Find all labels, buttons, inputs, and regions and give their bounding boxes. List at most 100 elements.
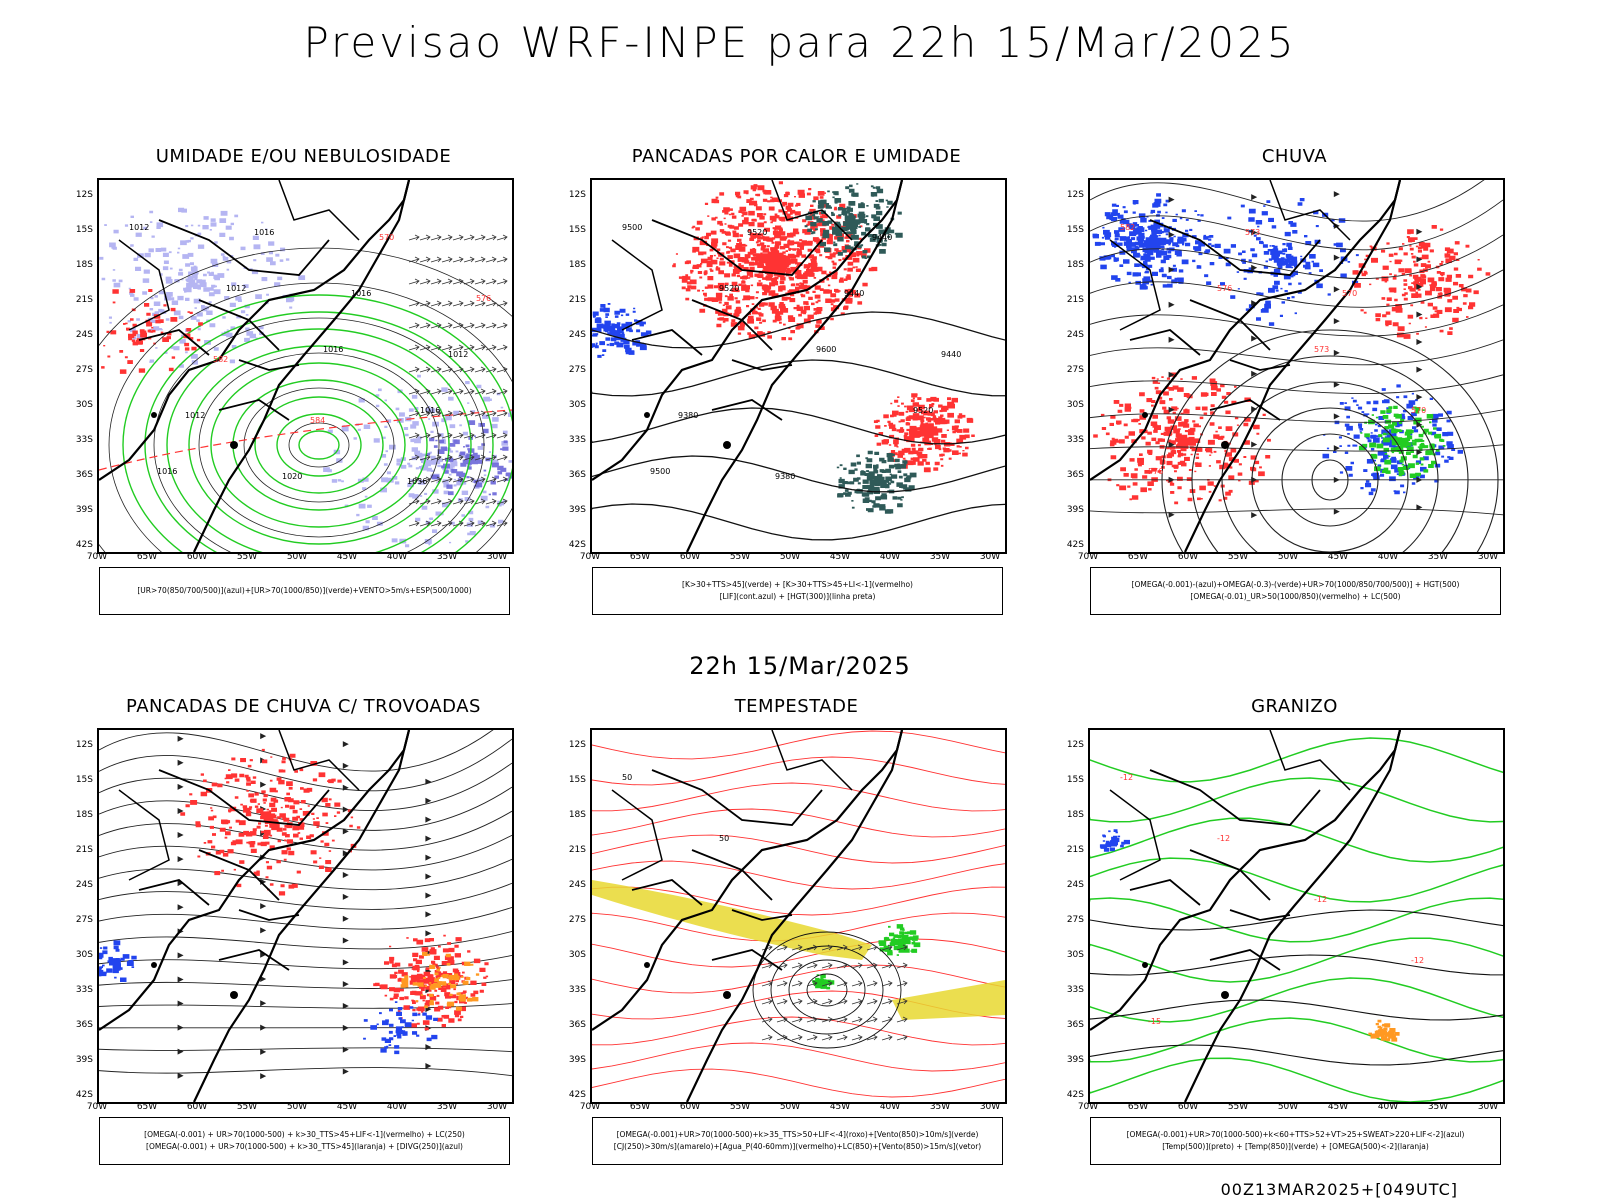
- lat-tick-label: 21S: [1066, 845, 1084, 855]
- lake-marker: [1142, 412, 1148, 418]
- lon-tick-label: 45W: [336, 1102, 358, 1112]
- streamline-arrow: [342, 1046, 349, 1053]
- lat-tick-label: 15S: [75, 775, 93, 785]
- streamline-arrow: [1416, 394, 1423, 401]
- lat-tick-label: 18S: [75, 810, 93, 820]
- state-border: [611, 180, 853, 331]
- lake-marker: [1221, 441, 1229, 449]
- wind-vector: [485, 432, 497, 439]
- wind-vector: [776, 980, 788, 987]
- lat-tick-label: 18S: [568, 810, 586, 820]
- weather-map[interactable]: [97, 728, 514, 1104]
- wind-vector: [851, 1034, 863, 1041]
- lon-tick-label: 50W: [1277, 552, 1299, 562]
- wind-vector: [806, 1016, 818, 1023]
- lon-tick-label: 30W: [1477, 1102, 1499, 1112]
- weather-blob: [400, 952, 480, 1011]
- lon-tick-label: 70W: [1077, 1102, 1099, 1112]
- contour-label: 582: [1120, 223, 1135, 232]
- streamline-arrow: [425, 797, 432, 804]
- wind-vector: [896, 1016, 908, 1023]
- country-border: [138, 769, 330, 971]
- lat-tick-label: 12S: [1066, 740, 1084, 750]
- wind-vector: [441, 454, 453, 461]
- water-contour: [592, 886, 1005, 916]
- temp-500-contour: [1090, 909, 1503, 931]
- panel-title: TEMPESTADE: [734, 696, 859, 717]
- lat-tick-label: 33S: [1066, 985, 1084, 995]
- isobar: [108, 282, 512, 552]
- lat-tick-label: 30S: [568, 400, 586, 410]
- lat-tick-label: 27S: [568, 365, 586, 375]
- wind-vector: [441, 322, 453, 329]
- contour-line: [298, 430, 340, 460]
- weather-map[interactable]: 50 50: [590, 728, 1007, 1104]
- wind-vector: [485, 498, 497, 505]
- lat-tick-label: 24S: [1066, 330, 1084, 340]
- panel-title: GRANIZO: [1251, 696, 1338, 717]
- streamline-arrow: [342, 1024, 349, 1031]
- streamline-arrow: [1333, 254, 1340, 261]
- wind-vector: [463, 366, 475, 373]
- streamline-arrow: [342, 981, 349, 988]
- wind-vector: [463, 322, 475, 329]
- wind-vector: [851, 998, 863, 1005]
- lat-tick-label: 21S: [568, 295, 586, 305]
- wind-vector: [761, 1016, 773, 1023]
- contour-label: -12: [1411, 956, 1424, 965]
- streamline: [99, 786, 512, 831]
- wind-vector: [866, 998, 878, 1005]
- weather-blob: [99, 207, 306, 368]
- map-canvas: 1012 1012 1016 1016 1016 1016 1016 1012 1012 1020…: [99, 180, 512, 552]
- wind-vector: [496, 388, 508, 395]
- weather-map[interactable]: 1012 1012 1016 1016 1016 1016 1016 1012 1012 1020…: [97, 178, 514, 554]
- streamline-arrow: [177, 976, 184, 983]
- wind-vector: [441, 300, 453, 307]
- lon-tick-label: 65W: [1127, 552, 1149, 562]
- state-border: [611, 730, 853, 881]
- wind-vector: [441, 520, 453, 527]
- lon-tick-label: 50W: [286, 1102, 308, 1112]
- wind-vector: [430, 256, 442, 263]
- wind-vector: [463, 388, 475, 395]
- streamline-arrow: [260, 733, 267, 740]
- lon-tick-label: 70W: [86, 1102, 108, 1112]
- wind-vector: [881, 980, 893, 987]
- lon-tick-label: 65W: [1127, 1102, 1149, 1112]
- weather-map[interactable]: 582 576 573 570 576 573 570: [1088, 178, 1505, 554]
- weather-map[interactable]: 9500 9520 9600 9520 9500 9520 9440 9440 9380 9380…: [590, 178, 1007, 554]
- wind-vector: [452, 432, 464, 439]
- streamline-arrow: [342, 784, 349, 791]
- streamline-arrow: [1251, 194, 1258, 201]
- wind-vector: [881, 962, 893, 969]
- lat-tick-label: 21S: [75, 295, 93, 305]
- weather-blob: [1093, 372, 1271, 505]
- streamline-arrow: [342, 828, 349, 835]
- coastline: [99, 180, 411, 481]
- coastline: [1090, 730, 1402, 1031]
- weather-map[interactable]: -12 -12 -12 -12 -15: [1088, 728, 1505, 1104]
- wind-vector: [408, 498, 420, 505]
- contour-label: 9520: [747, 228, 767, 237]
- streamline-arrow: [1333, 286, 1340, 293]
- streamline-arrow: [1168, 441, 1175, 448]
- contour-label: 9380: [775, 472, 795, 481]
- weather-blob: [1358, 405, 1446, 478]
- streamline-arrow: [177, 1048, 184, 1055]
- wind-vector: [496, 454, 508, 461]
- lat-tick-label: 36S: [568, 1020, 586, 1030]
- streamline-arrow: [177, 1000, 184, 1007]
- lat-tick-label: 36S: [568, 470, 586, 480]
- wind-vector: [419, 388, 431, 395]
- streamline-arrow: [1333, 413, 1340, 420]
- wind-vector: [452, 234, 464, 241]
- wind-vector: [463, 476, 475, 483]
- weather-blob: [812, 974, 835, 990]
- isobar: [288, 422, 350, 468]
- water-contour: [592, 1016, 1005, 1046]
- height-contour: [592, 311, 1005, 349]
- streamline-arrow: [1333, 349, 1340, 356]
- wind-vector: [806, 1034, 818, 1041]
- wind-vector: [485, 322, 497, 329]
- contour-label: 1012: [226, 284, 246, 293]
